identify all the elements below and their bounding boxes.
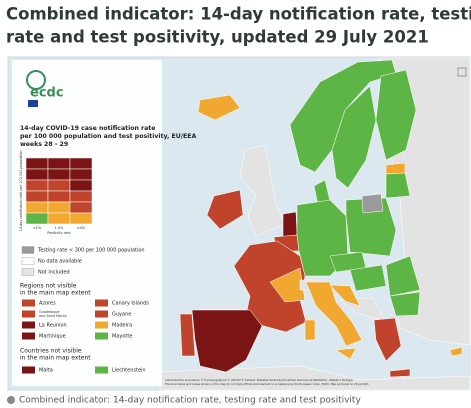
caption: Combined indicator: 14-day notification …: [19, 396, 361, 406]
matrix-cell: [69, 179, 93, 192]
matrix-cell: [25, 179, 49, 192]
region-swatch: [22, 321, 35, 329]
country: [159, 365, 471, 391]
matrix-cell: [47, 212, 71, 225]
region-label: Canary Islands: [112, 301, 149, 307]
country: [385, 255, 421, 297]
legend-title: per 100 000 population and test positivi…: [20, 133, 196, 140]
countries-heading: Countries not visible: [20, 348, 82, 355]
region-swatch: [95, 321, 108, 329]
matrix-cell: [47, 168, 71, 181]
country: [339, 297, 386, 321]
regions-heading: Regions not visible: [20, 283, 77, 290]
country: [345, 197, 397, 257]
country: [335, 347, 357, 360]
country: [349, 264, 387, 292]
region-swatch: [22, 299, 35, 307]
country: [373, 317, 402, 362]
country: [361, 193, 384, 214]
country: [449, 346, 463, 357]
country: [206, 189, 244, 230]
disclaimer: Administrative boundaries: © EuroGeograp…: [165, 377, 353, 382]
matrix-cell: [69, 190, 93, 203]
region-swatch: [22, 332, 35, 340]
region-label: Malta: [39, 368, 53, 374]
matrix-cell: [25, 190, 49, 203]
country: [269, 267, 306, 303]
region-label: Azores: [39, 301, 56, 307]
country: [304, 319, 316, 341]
legend-label: Testing rate < 300 per 100 000 populatio…: [37, 248, 145, 254]
matrix-cell: [25, 201, 49, 214]
region-swatch: [22, 366, 35, 374]
regions-heading: in the main map extent: [20, 290, 91, 297]
region-swatch: [95, 310, 108, 318]
region-swatch: [95, 332, 108, 340]
matrix-cell: [69, 157, 93, 170]
region-swatch: [95, 366, 108, 374]
matrix-cell: [47, 179, 71, 192]
matrix-cell: [47, 201, 71, 214]
matrix-x-tick: 1-4%: [55, 226, 65, 230]
country: [197, 94, 241, 121]
legend-title: weeks 28 - 29: [20, 141, 68, 148]
matrix-x-label: Positivity rate: [47, 231, 70, 235]
region-label: Madeira: [112, 323, 132, 329]
region-swatch: [95, 299, 108, 307]
country: [179, 313, 196, 357]
country: [389, 368, 411, 378]
region-label: Mayotte: [112, 334, 132, 340]
region-swatch: [22, 310, 35, 318]
country: [233, 240, 307, 333]
country: [385, 172, 411, 199]
title-line: Combined indicator: 14-day notification …: [6, 5, 471, 24]
region-label: Guadeloupe: [39, 310, 60, 314]
matrix-cell: [69, 168, 93, 181]
disclaimer: The boundaries and names shown on this m…: [165, 382, 369, 386]
legend-label: Not included: [38, 270, 70, 276]
legend-title: 14-day COVID-19 case notification rate: [20, 125, 155, 132]
map: [159, 57, 471, 391]
expand-icon[interactable]: [457, 67, 467, 77]
country: [191, 309, 263, 373]
logo: ecdc: [26, 70, 64, 107]
logo-globe: [26, 70, 46, 90]
country: [389, 291, 421, 317]
matrix-cell: [47, 157, 71, 170]
region-label: La Reunion: [39, 323, 67, 329]
matrix-x-tick: <1%: [33, 226, 42, 230]
country: [282, 211, 298, 238]
region-label: Guyane: [112, 312, 131, 318]
legend-swatch: [21, 268, 35, 276]
matrix-cell: [69, 212, 93, 225]
country: [375, 69, 417, 161]
matrix-y-label: 14-day notification rate per 100 000 pop…: [19, 151, 23, 232]
country: [331, 85, 377, 189]
country: [305, 281, 363, 347]
countries-heading: in the main map extent: [20, 355, 91, 362]
region-label: Liechtenstein: [112, 368, 146, 374]
legend-swatch: [21, 257, 35, 265]
country: [329, 284, 361, 307]
region-label: Martinique: [39, 334, 66, 340]
legend-swatch: [21, 246, 35, 254]
legend-label: No data available: [38, 259, 82, 265]
info-icon: [7, 396, 15, 404]
eu-flag: [28, 100, 38, 107]
matrix-cell: [25, 168, 49, 181]
matrix-cell: [47, 190, 71, 203]
country: [239, 144, 285, 237]
title-line: rate and test positivity, updated 29 Jul…: [6, 28, 429, 47]
logo-text: ecdc: [30, 86, 64, 101]
country: [385, 162, 406, 175]
region-label: and Saint Martin: [39, 314, 67, 318]
matrix-cell: [25, 212, 49, 225]
matrix-cell: [25, 157, 49, 170]
matrix-x-tick: ≥4%: [77, 226, 86, 230]
matrix-cell: [69, 201, 93, 214]
